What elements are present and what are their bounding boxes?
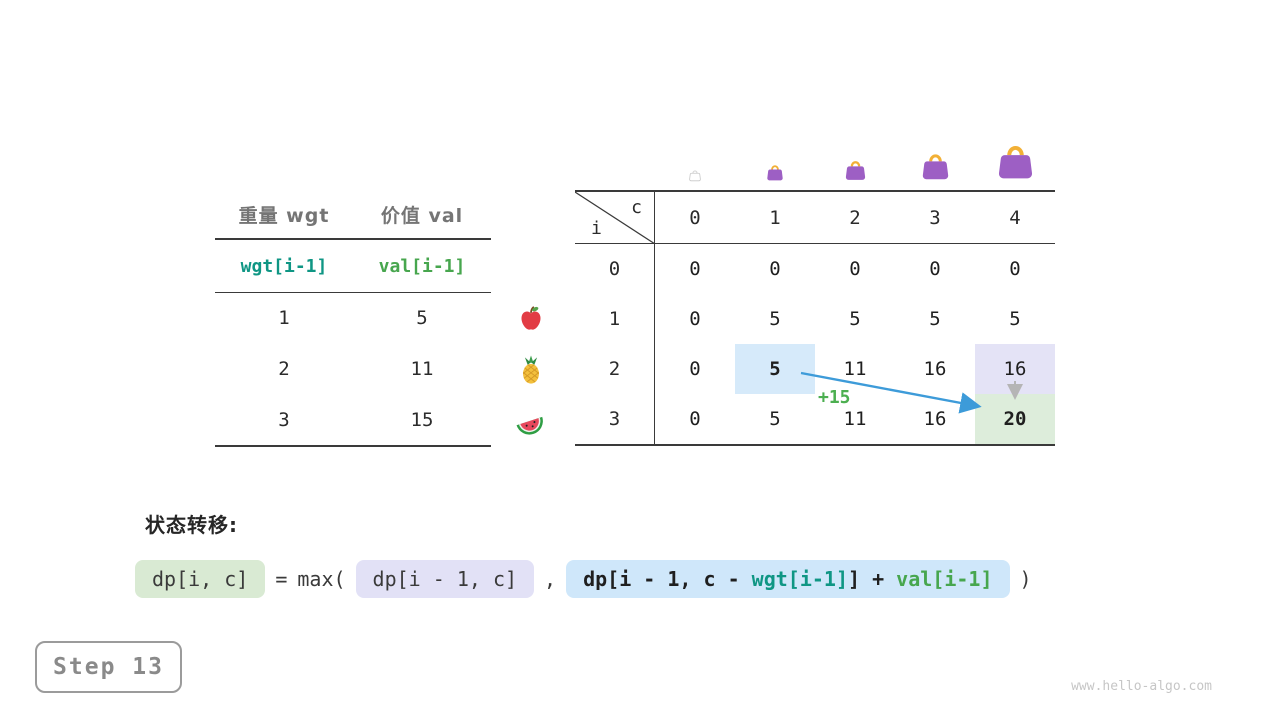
dp-col-header-3: 3 [929,206,941,229]
take-wgt-term: wgt[i-1] [751,567,848,591]
item-1-value: 5 [416,307,428,330]
dp-cell-1-2: 5 [849,308,861,330]
dp-col-header-1: 1 [769,206,781,229]
dp-row-3: 3 0 5 11 16 20 [575,394,1055,444]
bag-icon-2 [815,126,895,184]
dp-table: c i 0 1 2 3 4 0 0 0 0 0 0 1 0 5 5 5 5 2 … [575,190,1055,446]
transition-heading: 状态转移: [145,513,238,537]
corner-diagonal-line [575,192,655,244]
dp-corner-row-label: i [591,218,602,239]
step-badge-label: Step 13 [53,654,164,680]
dp-cell-3-1: 5 [769,408,781,430]
item-2-weight: 2 [278,358,290,381]
bag-slot-spacer [575,126,655,184]
apple-icon [516,304,546,334]
items-formula-wgt: wgt[i-1] [240,255,328,277]
item-3-value: 15 [410,408,434,431]
dp-cell-1-4: 5 [1009,308,1021,330]
dp-cell-3-4-target-highlight: 20 [975,394,1055,444]
dp-cell-1-0: 0 [689,308,701,330]
watermelon-icon [514,407,544,437]
dp-col-header-0: 0 [689,206,701,229]
dp-cell-0-4: 0 [1009,258,1021,280]
close-paren: ) [1019,567,1032,591]
equals-sign: = [275,567,288,591]
take-prefix: dp[i - 1, c - [583,567,752,591]
items-formula-val: val[i-1] [378,255,466,277]
items-table: 重量 wgt 价值 val wgt[i-1] val[i-1] 1 5 2 11… [215,190,491,448]
dp-header-row: c i 0 1 2 3 4 [575,192,1055,244]
dp-row-0: 0 0 0 0 0 0 [575,244,1055,294]
dp-cell-2-0: 0 [689,358,701,380]
dp-corner-col-label: c [631,197,642,218]
step-badge: Step 13 [35,641,182,693]
dp-cell-0-2: 0 [849,258,861,280]
dp-cell-1-3: 5 [929,308,941,330]
dp-cell-0-3: 0 [929,258,941,280]
item-3-weight: 3 [278,408,290,431]
formula-keep-box: dp[i - 1, c] [355,560,535,598]
take-val-term: val[i-1] [896,567,993,591]
capacity-bags [575,126,1055,184]
dp-col-header-2: 2 [849,206,861,229]
dp-cell-2-1-source-highlight: 5 [735,344,815,394]
formula-lhs-box: dp[i, c] [135,560,266,598]
formula-take-box: dp[i - 1, c - wgt[i-1]] + val[i-1] [566,560,1010,598]
dp-cell-3-3: 16 [923,408,947,430]
watermark: www.hello-algo.com [1071,679,1212,694]
bag-icon-4 [975,126,1055,184]
items-table-header: 重量 wgt 价值 val [215,190,491,240]
comma-separator: , [544,567,557,591]
take-mid: ] + [848,567,897,591]
items-row-3: 3 15 [215,394,491,445]
dp-row-header-1: 1 [575,294,655,344]
dp-row-header-0: 0 [575,244,655,294]
dp-row-header-3: 3 [575,394,655,444]
dp-row-1: 1 0 5 5 5 5 [575,294,1055,344]
items-header-value: 价值 val [380,204,464,227]
dp-cell-3-0: 0 [689,408,701,430]
dp-cell-0-0: 0 [689,258,701,280]
dp-cell-1-1: 5 [769,308,781,330]
item-1-weight: 1 [278,307,290,330]
dp-cell-2-4-keep-highlight: 16 [975,344,1055,394]
items-header-weight: 重量 wgt [238,204,330,227]
items-row-2: 2 11 [215,344,491,395]
items-formula-row: wgt[i-1] val[i-1] [215,240,491,293]
max-open: max( [297,567,346,591]
bag-icon-1 [735,126,815,184]
bag-icon-3 [895,126,975,184]
dp-cell-0-1: 0 [769,258,781,280]
bag-icon-0 [655,126,735,184]
item-2-value: 11 [410,358,434,381]
transition-formula: dp[i, c] = max( dp[i - 1, c] , dp[i - 1,… [135,560,1032,598]
dp-col-header-4: 4 [1009,206,1021,229]
pineapple-icon [516,355,546,385]
items-row-1: 1 5 [215,293,491,344]
dp-corner-cell: c i [575,192,655,244]
transfer-gain-label: +15 [818,387,851,408]
dp-cell-3-2: 11 [843,408,867,430]
dp-row-2: 2 0 5 11 16 16 [575,344,1055,394]
dp-row-header-2: 2 [575,344,655,394]
dp-cell-2-3: 16 [923,358,947,380]
